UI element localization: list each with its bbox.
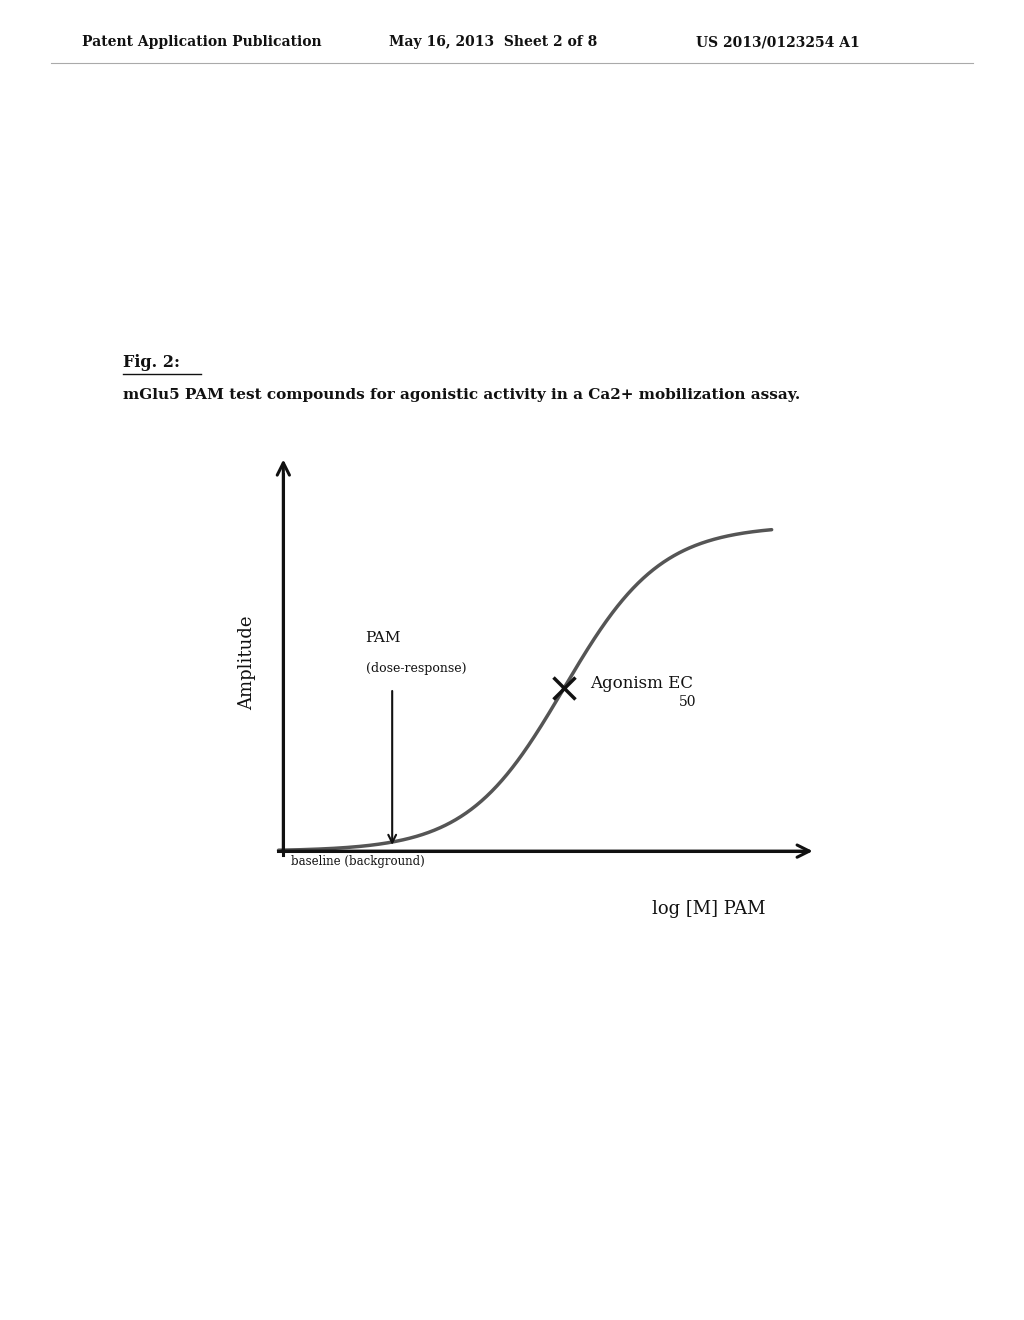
- Text: Patent Application Publication: Patent Application Publication: [82, 36, 322, 49]
- Text: PAM: PAM: [366, 631, 401, 645]
- Text: US 2013/0123254 A1: US 2013/0123254 A1: [696, 36, 860, 49]
- Text: mGlu5 PAM test compounds for agonistic activity in a Ca2+ mobilization assay.: mGlu5 PAM test compounds for agonistic a…: [123, 388, 800, 401]
- Text: baseline (background): baseline (background): [291, 854, 424, 867]
- Text: May 16, 2013  Sheet 2 of 8: May 16, 2013 Sheet 2 of 8: [389, 36, 597, 49]
- Text: (dose-response): (dose-response): [366, 663, 466, 676]
- Text: log [M] PAM: log [M] PAM: [652, 900, 766, 919]
- Text: Agonism EC: Agonism EC: [591, 675, 693, 692]
- Text: Fig. 2:: Fig. 2:: [123, 354, 180, 371]
- Text: Amplitude: Amplitude: [238, 615, 256, 710]
- Text: 50: 50: [679, 694, 696, 709]
